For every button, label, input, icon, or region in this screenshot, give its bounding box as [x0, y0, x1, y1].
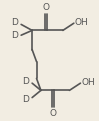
Text: OH: OH: [75, 18, 89, 27]
Text: O: O: [50, 109, 57, 118]
Text: OH: OH: [81, 78, 95, 87]
Text: D: D: [22, 77, 29, 86]
Text: D: D: [11, 31, 18, 40]
Text: O: O: [43, 3, 50, 12]
Text: D: D: [11, 18, 18, 27]
Text: D: D: [22, 95, 29, 104]
